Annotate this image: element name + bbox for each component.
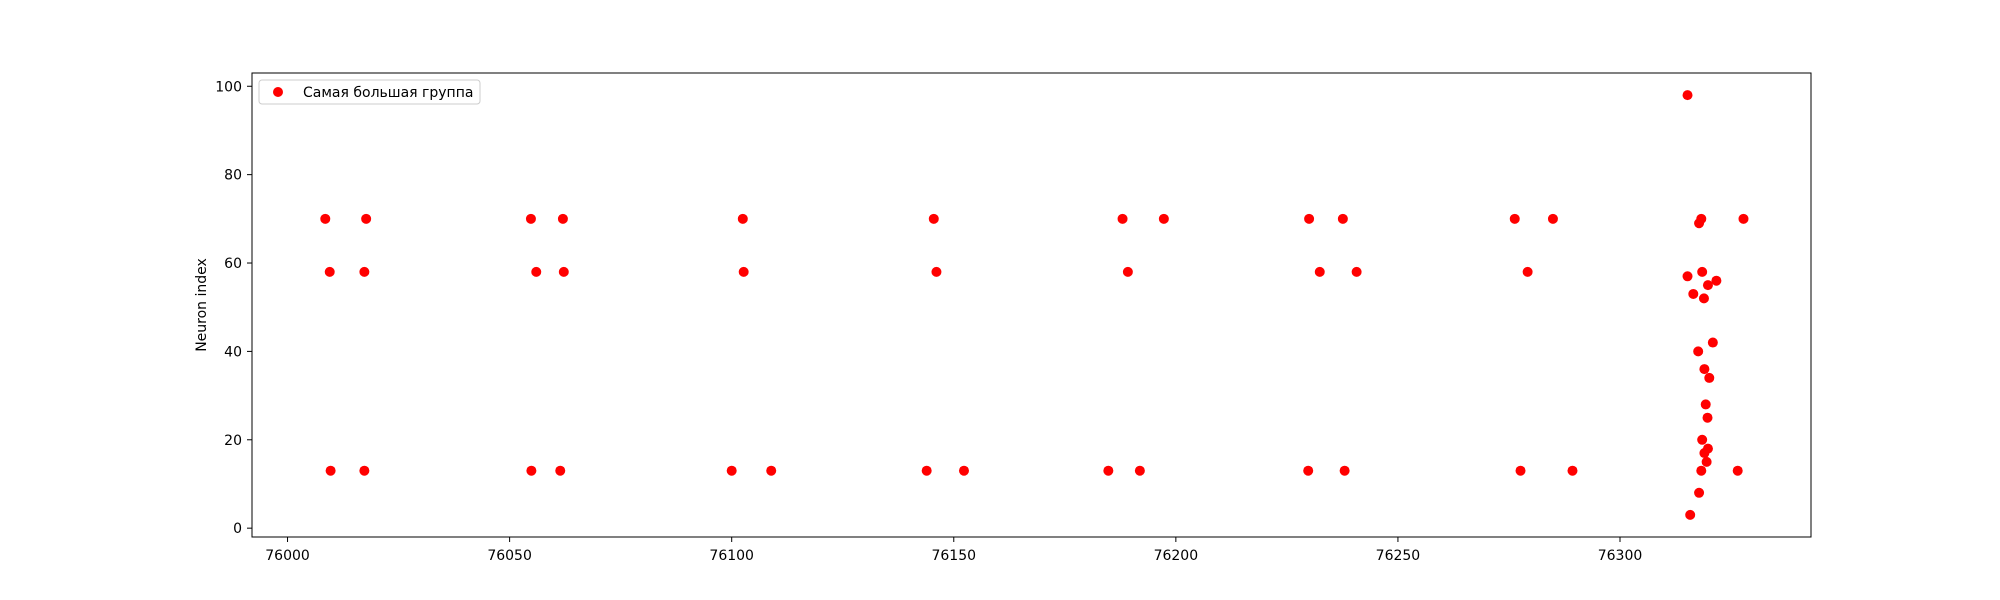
data-point — [1515, 465, 1526, 476]
data-point — [726, 465, 737, 476]
data-point — [558, 266, 569, 277]
data-point — [1567, 465, 1578, 476]
data-point — [325, 465, 336, 476]
data-point — [1702, 280, 1713, 291]
data-point — [928, 213, 939, 224]
y-axis-ticks: 0 20 40 60 80 100 — [215, 79, 252, 537]
data-point — [1158, 213, 1169, 224]
data-point — [1509, 213, 1520, 224]
data-point — [1700, 399, 1711, 410]
data-point — [1697, 434, 1708, 445]
data-point — [1117, 213, 1128, 224]
x-tick-label: 76100 — [709, 548, 754, 564]
data-point — [921, 465, 932, 476]
data-point — [766, 465, 777, 476]
data-point — [1707, 337, 1718, 348]
data-point — [1701, 456, 1712, 467]
data-point — [737, 213, 748, 224]
data-point — [1693, 346, 1704, 357]
data-point — [1522, 266, 1533, 277]
data-point — [359, 465, 370, 476]
data-point — [525, 213, 536, 224]
data-point — [1103, 465, 1114, 476]
data-points — [320, 90, 1749, 520]
y-axis-label: Neuron index — [194, 258, 210, 352]
x-tick-label: 76200 — [1154, 548, 1199, 564]
x-tick-label: 76250 — [1376, 548, 1421, 564]
y-tick-label: 20 — [224, 433, 242, 449]
data-point — [1682, 271, 1693, 282]
data-point — [1711, 275, 1722, 286]
data-point — [1134, 465, 1145, 476]
legend: Самая большая группа — [258, 79, 481, 105]
legend-marker — [273, 87, 283, 97]
data-point — [1698, 293, 1709, 304]
x-tick-label: 76050 — [487, 548, 532, 564]
legend-box — [258, 79, 481, 105]
data-point — [324, 266, 335, 277]
y-tick-label: 100 — [215, 79, 242, 95]
legend-entry: Самая большая группа — [303, 85, 473, 101]
data-point — [1337, 213, 1348, 224]
data-point — [526, 465, 537, 476]
data-point — [555, 465, 566, 476]
data-point — [359, 266, 370, 277]
data-point — [1351, 266, 1362, 277]
plot-background — [252, 73, 1811, 537]
data-point — [361, 213, 372, 224]
data-point — [1704, 372, 1715, 383]
data-point — [531, 266, 542, 277]
data-point — [1699, 448, 1710, 459]
data-point — [1303, 465, 1314, 476]
data-point — [1682, 90, 1693, 101]
data-point — [1696, 465, 1707, 476]
data-point — [1122, 266, 1133, 277]
x-tick-label: 76150 — [931, 548, 976, 564]
y-tick-label: 40 — [224, 344, 242, 360]
plot-frame — [251, 72, 1812, 538]
y-tick-label: 0 — [233, 521, 242, 537]
data-point — [1688, 288, 1699, 299]
data-point — [1694, 218, 1705, 229]
data-point — [1304, 213, 1315, 224]
data-point — [1314, 266, 1325, 277]
x-tick-label: 76000 — [265, 548, 310, 564]
data-point — [1699, 364, 1710, 375]
x-axis-ticks: 76000 76050 76100 76150 76200 76250 76300 — [265, 537, 1642, 564]
data-point — [320, 213, 331, 224]
data-point — [931, 266, 942, 277]
y-tick-label: 60 — [224, 256, 242, 272]
y-tick-label: 80 — [224, 168, 242, 184]
data-point — [557, 213, 568, 224]
data-point — [1702, 412, 1713, 423]
x-tick-label: 76300 — [1598, 548, 1643, 564]
data-point — [1685, 509, 1696, 520]
data-point — [1732, 465, 1743, 476]
data-point — [1547, 213, 1558, 224]
data-point — [958, 465, 969, 476]
data-point — [1697, 266, 1708, 277]
data-point — [1738, 213, 1749, 224]
data-point — [1694, 487, 1705, 498]
data-point — [738, 266, 749, 277]
data-point — [1339, 465, 1350, 476]
